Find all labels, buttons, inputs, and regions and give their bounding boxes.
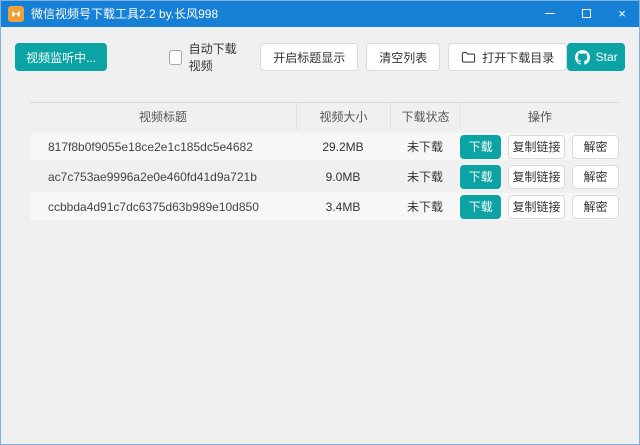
video-size-cell: 3.4MB	[325, 199, 361, 214]
download-status-cell: 未下载	[406, 200, 443, 214]
minimize-icon	[545, 13, 555, 14]
window-controls: ×	[532, 1, 639, 27]
titlebar: 微信视频号下载工具2.2 by.长风998 ×	[1, 1, 639, 27]
video-title-cell: ac7c753ae9996a2e0e460fd41d9a721b	[48, 169, 257, 184]
decrypt-button[interactable]: 解密	[571, 194, 619, 219]
auto-download-label: 自动下载视频	[188, 42, 237, 73]
table-body: 817f8b0f9055e18ce2e1c185dc5e4682 29.2MB …	[30, 133, 619, 220]
maximize-button[interactable]	[568, 1, 604, 27]
header-video-size: 视频大小	[296, 103, 390, 130]
download-button[interactable]: 下载	[460, 194, 502, 219]
video-table: 视频标题 视频大小 下载状态 操作 817f8b0f9055e18ce2e1c1…	[30, 102, 619, 220]
wechat-channels-icon	[12, 10, 20, 17]
download-button[interactable]: 下载	[460, 134, 502, 159]
header-actions: 操作	[460, 103, 619, 130]
video-size-cell: 29.2MB	[322, 139, 364, 154]
github-star-label: Star	[595, 50, 618, 64]
auto-download-group: 自动下载视频	[169, 40, 246, 74]
copy-link-button[interactable]: 复制链接	[508, 134, 565, 159]
header-download-status: 下载状态	[390, 103, 460, 130]
toggle-title-display-button[interactable]: 开启标题显示	[260, 43, 359, 71]
table-header: 视频标题 视频大小 下载状态 操作	[30, 102, 619, 130]
video-title-cell: 817f8b0f9055e18ce2e1c185dc5e4682	[48, 139, 253, 154]
close-icon: ×	[618, 6, 626, 21]
app-icon	[8, 5, 24, 22]
open-download-dir-label: 打开下载目录	[482, 50, 555, 65]
video-title-cell: ccbbda4d91c7dc6375d63b989e10d850	[48, 199, 259, 214]
github-icon	[574, 49, 590, 65]
decrypt-button[interactable]: 解密	[571, 164, 619, 189]
table-row: 817f8b0f9055e18ce2e1c185dc5e4682 29.2MB …	[30, 133, 619, 160]
clear-list-button[interactable]: 清空列表	[366, 43, 441, 71]
table-row: ac7c753ae9996a2e0e460fd41d9a721b 9.0MB 未…	[30, 163, 619, 190]
header-video-title: 视频标题	[138, 110, 187, 124]
auto-download-checkbox[interactable]	[169, 49, 182, 65]
window-title: 微信视频号下载工具2.2 by.长风998	[31, 7, 219, 21]
video-size-cell: 9.0MB	[325, 169, 361, 184]
close-button[interactable]: ×	[604, 1, 639, 27]
table-row: ccbbda4d91c7dc6375d63b989e10d850 3.4MB 未…	[30, 193, 619, 220]
folder-icon	[461, 50, 476, 64]
actions-cell: 下载 复制链接 解密	[460, 133, 619, 160]
download-status-cell: 未下载	[406, 170, 443, 184]
open-download-dir-button[interactable]: 打开下载目录	[448, 43, 568, 71]
listening-status-button[interactable]: 视频监听中...	[15, 43, 108, 71]
decrypt-button[interactable]: 解密	[571, 134, 619, 159]
download-status-cell: 未下载	[406, 140, 443, 154]
actions-cell: 下载 复制链接 解密	[460, 193, 619, 220]
minimize-button[interactable]	[532, 1, 568, 27]
toolbar: 视频监听中... 自动下载视频 开启标题显示 清空列表 打开下载目录 Star	[1, 27, 639, 74]
download-button[interactable]: 下载	[460, 164, 502, 189]
copy-link-button[interactable]: 复制链接	[508, 164, 565, 189]
copy-link-button[interactable]: 复制链接	[508, 194, 565, 219]
github-star-button[interactable]: Star	[567, 43, 625, 71]
maximize-icon	[581, 9, 591, 18]
actions-cell: 下载 复制链接 解密	[460, 163, 619, 190]
